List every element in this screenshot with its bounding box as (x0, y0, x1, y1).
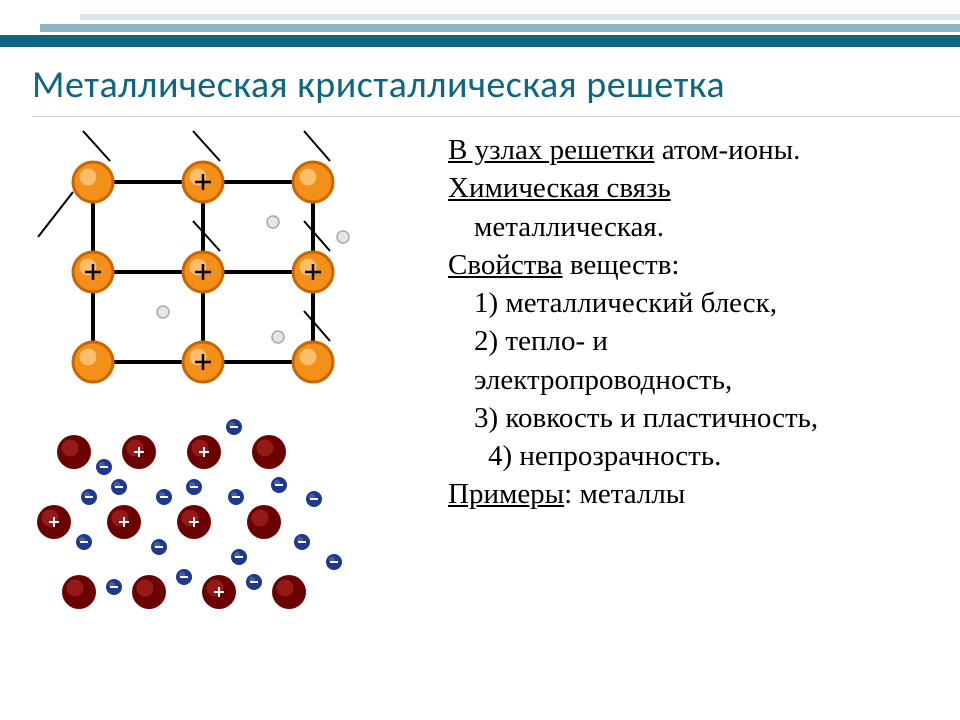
title-underline (32, 116, 960, 117)
body-line: металлическая. (448, 208, 932, 246)
body-line: Химическая связь (448, 169, 932, 207)
title-row: Металлическая кристаллическая решетка (0, 48, 960, 121)
right-column: В узлах решетки атом-ионы.Химическая свя… (448, 127, 960, 637)
body-line: 3) ковкость и пластичность, (448, 399, 932, 437)
body-line: Свойства веществ: (448, 246, 932, 284)
body-line: 4) непрозрачность. (448, 437, 932, 475)
page-title: Металлическая кристаллическая решетка (32, 62, 960, 108)
content-area: В узлах решетки атом-ионы.Химическая свя… (0, 121, 960, 637)
stripe (0, 35, 960, 47)
body-line: 2) тепло- и (448, 322, 932, 360)
body-line: В узлах решетки атом-ионы. (448, 131, 932, 169)
body-text: В узлах решетки атом-ионы.Химическая свя… (448, 131, 932, 514)
body-line: электропроводность, (448, 361, 932, 399)
lattice-diagram (28, 127, 448, 387)
stripe (80, 14, 960, 20)
body-line: 1) металлический блеск, (448, 284, 932, 322)
header-top-bar (0, 0, 960, 48)
left-column (0, 127, 448, 637)
stripe (40, 24, 960, 32)
ions-diagram (24, 407, 448, 637)
body-line: Примеры: металлы (448, 475, 932, 513)
